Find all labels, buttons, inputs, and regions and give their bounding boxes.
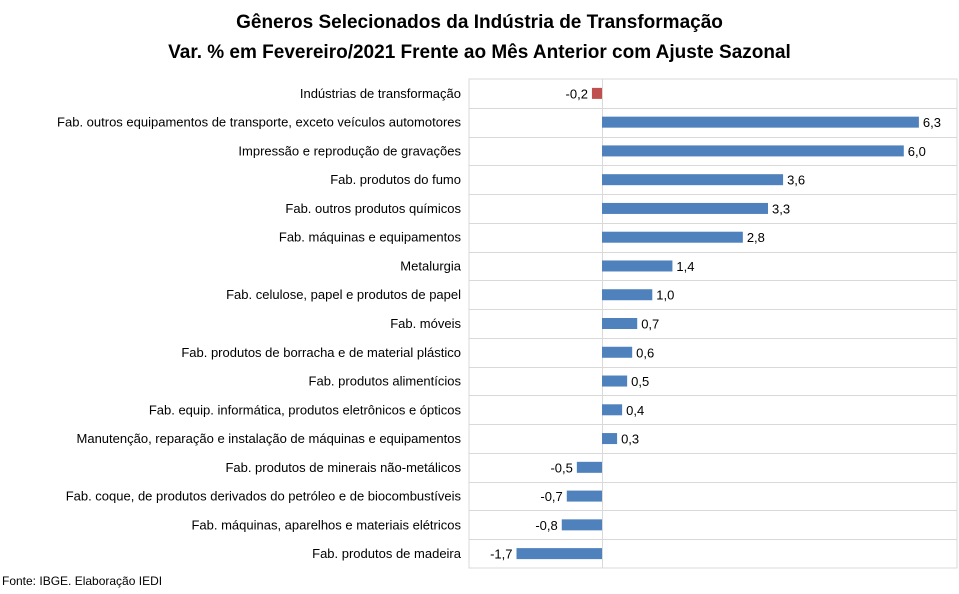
bar: [566, 490, 602, 502]
data-label: 0,4: [626, 403, 644, 418]
data-label: 1,0: [656, 288, 674, 303]
category-label: Fab. coque, de produtos derivados do pet…: [66, 489, 462, 504]
plot-area: [468, 78, 958, 569]
data-label: -0,2: [566, 86, 588, 101]
category-label: Fab. produtos de minerais não-metálicos: [225, 460, 461, 475]
bar: [602, 433, 618, 445]
bar: [602, 404, 623, 416]
category-label: Fab. máquinas e equipamentos: [279, 230, 462, 245]
chart-subtitle: Var. % em Fevereiro/2021 Frente ao Mês A…: [168, 42, 791, 63]
data-label: -0,5: [550, 460, 572, 475]
bar: [602, 318, 638, 329]
bar: [602, 260, 673, 272]
data-label: 3,6: [787, 173, 805, 188]
data-label: -1,7: [490, 547, 512, 562]
bar: [602, 174, 784, 186]
category-label: Indústrias de transformação: [300, 86, 461, 101]
category-label: Fab. produtos do fumo: [330, 172, 461, 187]
bar: [602, 289, 653, 301]
category-label: Fab. móveis: [390, 316, 461, 331]
data-label: 0,5: [631, 374, 649, 389]
bar: [602, 202, 768, 214]
category-label: Fab. máquinas, aparelhos e materiais elé…: [191, 517, 461, 532]
category-label: Fab. produtos alimentícios: [309, 374, 462, 389]
category-label: Fab. produtos de borracha e de material …: [181, 345, 461, 360]
data-label: -0,8: [535, 518, 557, 533]
bar: [602, 145, 904, 157]
data-label: 0,6: [636, 345, 654, 360]
bar: [602, 375, 628, 387]
data-label: 2,8: [747, 230, 765, 245]
chart-title: Gêneros Selecionados da Indústria de Tra…: [236, 12, 723, 33]
source-note: Fonte: IBGE. Elaboração IEDI: [2, 574, 163, 588]
bar: [602, 346, 633, 358]
category-label: Fab. equip. informática, produtos eletrô…: [149, 402, 462, 417]
bar: [516, 548, 602, 560]
category-label: Impressão e reprodução de gravações: [238, 143, 461, 158]
category-label: Fab. celulose, papel e produtos de papel: [226, 287, 461, 302]
data-label: 0,3: [621, 432, 639, 447]
bar: [576, 461, 602, 473]
data-label: 0,7: [641, 317, 659, 332]
category-label: Fab. outros produtos químicos: [285, 201, 461, 216]
data-label: 3,3: [772, 201, 790, 216]
bar: [561, 519, 602, 531]
data-label: 1,4: [676, 259, 694, 274]
bar: [591, 87, 602, 99]
bar: [602, 231, 743, 243]
bar: [602, 116, 919, 128]
category-label: Metalurgia: [400, 258, 461, 273]
category-label: Manutenção, reparação e instalação de má…: [77, 431, 462, 446]
category-label: Fab. produtos de madeira: [312, 546, 462, 561]
category-label: Fab. outros equipamentos de transporte, …: [57, 115, 461, 130]
data-label: -0,7: [540, 489, 562, 504]
data-label: 6,3: [923, 115, 941, 130]
data-label: 6,0: [908, 144, 926, 159]
